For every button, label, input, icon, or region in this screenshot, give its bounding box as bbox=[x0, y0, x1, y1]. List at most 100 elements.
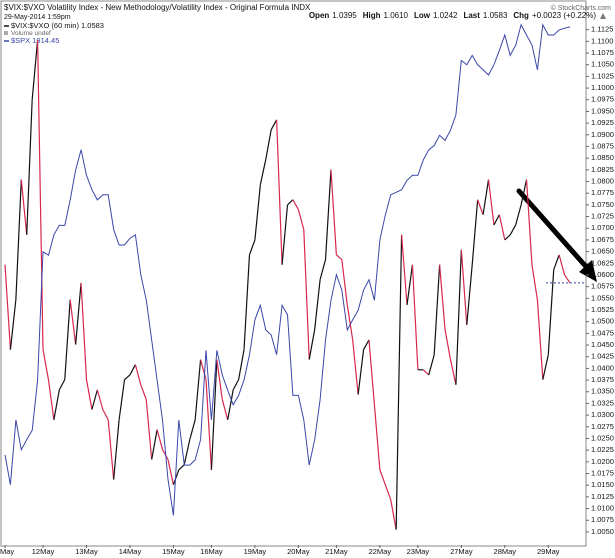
price-segment bbox=[336, 254, 343, 260]
price-segment bbox=[373, 404, 381, 470]
price-segment bbox=[102, 409, 109, 421]
x-tick-label: 28May bbox=[494, 547, 517, 556]
y-tick-label: 1.0625 bbox=[591, 258, 614, 267]
x-tick-label: 21May bbox=[325, 547, 348, 556]
price-segment bbox=[178, 464, 185, 471]
price-segment bbox=[129, 364, 136, 376]
y-tick-label: 1.0100 bbox=[591, 504, 614, 513]
price-segment bbox=[276, 119, 283, 265]
x-tick-label: 15May bbox=[162, 547, 185, 556]
y-tick-label: 1.1050 bbox=[591, 60, 614, 69]
x-tick-label: 19May bbox=[244, 547, 267, 556]
spx-line bbox=[4, 23, 571, 516]
price-segment bbox=[504, 234, 511, 241]
y-tick-label: 1.0725 bbox=[591, 212, 614, 221]
y-tick-label: 1.0450 bbox=[591, 340, 614, 349]
price-segment bbox=[384, 484, 392, 500]
price-segment bbox=[341, 259, 348, 305]
y-tick-label: 1.0050 bbox=[591, 527, 614, 536]
price-segment bbox=[107, 419, 115, 480]
price-segment bbox=[444, 329, 452, 360]
y-tick-label: 1.1000 bbox=[591, 83, 614, 92]
x-tick-label: 20May bbox=[287, 547, 310, 556]
y-tick-label: 1.0275 bbox=[591, 422, 614, 431]
y-tick-label: 1.0250 bbox=[591, 433, 614, 442]
price-segment bbox=[439, 264, 446, 330]
legend-swatch bbox=[4, 31, 8, 35]
price-segment bbox=[243, 254, 251, 350]
price-segment bbox=[319, 259, 327, 280]
price-segment bbox=[520, 179, 528, 206]
price-segment bbox=[493, 214, 500, 226]
x-tick-label: 29May bbox=[537, 547, 560, 556]
price-segment bbox=[363, 339, 370, 351]
quote-label: Chg bbox=[513, 11, 529, 20]
price-segment bbox=[140, 384, 147, 400]
price-segment bbox=[210, 359, 218, 470]
y-tick-label: 1.1125 bbox=[591, 25, 613, 34]
y-tick-label: 1.0925 bbox=[591, 118, 614, 127]
price-segment bbox=[297, 209, 305, 230]
price-segment bbox=[248, 239, 256, 256]
price-segment bbox=[357, 349, 365, 395]
y-tick-label: 1.0200 bbox=[591, 457, 614, 466]
x-tick-label: 14May bbox=[119, 547, 142, 556]
price-segment bbox=[455, 249, 462, 385]
x-tick-label: 23May bbox=[407, 547, 430, 556]
price-segment bbox=[265, 129, 272, 160]
quote-value: 1.0583 bbox=[483, 11, 508, 20]
x-tick-label: 12May bbox=[32, 547, 55, 556]
price-segment bbox=[47, 379, 55, 420]
price-segment bbox=[466, 264, 473, 326]
price-segment bbox=[145, 399, 153, 460]
quote-value: +0.0023 (+0.22%) bbox=[532, 11, 596, 20]
price-segment bbox=[189, 419, 196, 441]
up-triangle bbox=[600, 13, 606, 19]
price-segment bbox=[113, 419, 120, 480]
price-segment bbox=[75, 282, 82, 345]
price-segment bbox=[287, 199, 294, 206]
price-segment bbox=[525, 179, 533, 265]
plot-frame bbox=[0, 0, 587, 547]
quote-label: Last bbox=[463, 11, 480, 20]
y-tick-label: 1.0325 bbox=[591, 398, 614, 407]
y-tick-label: 1.0800 bbox=[591, 177, 614, 186]
price-segment bbox=[352, 339, 359, 395]
y-tick-label: 1.1100 bbox=[591, 36, 613, 45]
price-segment bbox=[31, 39, 39, 100]
y-tick-label: 1.0350 bbox=[591, 387, 614, 396]
price-segment bbox=[471, 199, 479, 265]
y-tick-label: 1.1075 bbox=[591, 48, 614, 57]
price-segment bbox=[406, 264, 414, 305]
price-segment bbox=[221, 399, 229, 420]
price-segment bbox=[91, 389, 98, 410]
y-tick-label: 1.0425 bbox=[591, 352, 614, 361]
price-segment bbox=[20, 179, 28, 235]
y-tick-label: 1.0650 bbox=[591, 247, 614, 256]
price-segment bbox=[411, 264, 419, 370]
price-segment bbox=[368, 339, 376, 405]
price-segment bbox=[449, 359, 457, 385]
price-segment bbox=[58, 379, 66, 391]
price-segment bbox=[330, 169, 337, 255]
price-segment bbox=[118, 379, 126, 420]
price-segment bbox=[232, 379, 240, 391]
y-tick-label: 1.0300 bbox=[591, 410, 614, 419]
price-segment bbox=[227, 389, 234, 420]
price-segment bbox=[238, 349, 245, 380]
price-segment bbox=[553, 254, 560, 271]
price-segment bbox=[509, 224, 517, 236]
price-segment bbox=[558, 254, 566, 276]
quote-label: Open bbox=[309, 11, 330, 20]
price-segment bbox=[547, 269, 555, 355]
price-segment bbox=[428, 354, 435, 376]
price-segment bbox=[303, 229, 310, 360]
x-tick-label: 9May bbox=[0, 547, 14, 556]
y-tick-label: 1.0550 bbox=[591, 293, 614, 302]
annotation-arrow bbox=[516, 188, 597, 282]
price-segment bbox=[199, 359, 207, 380]
price-segment bbox=[156, 429, 164, 450]
price-segment bbox=[515, 204, 522, 226]
